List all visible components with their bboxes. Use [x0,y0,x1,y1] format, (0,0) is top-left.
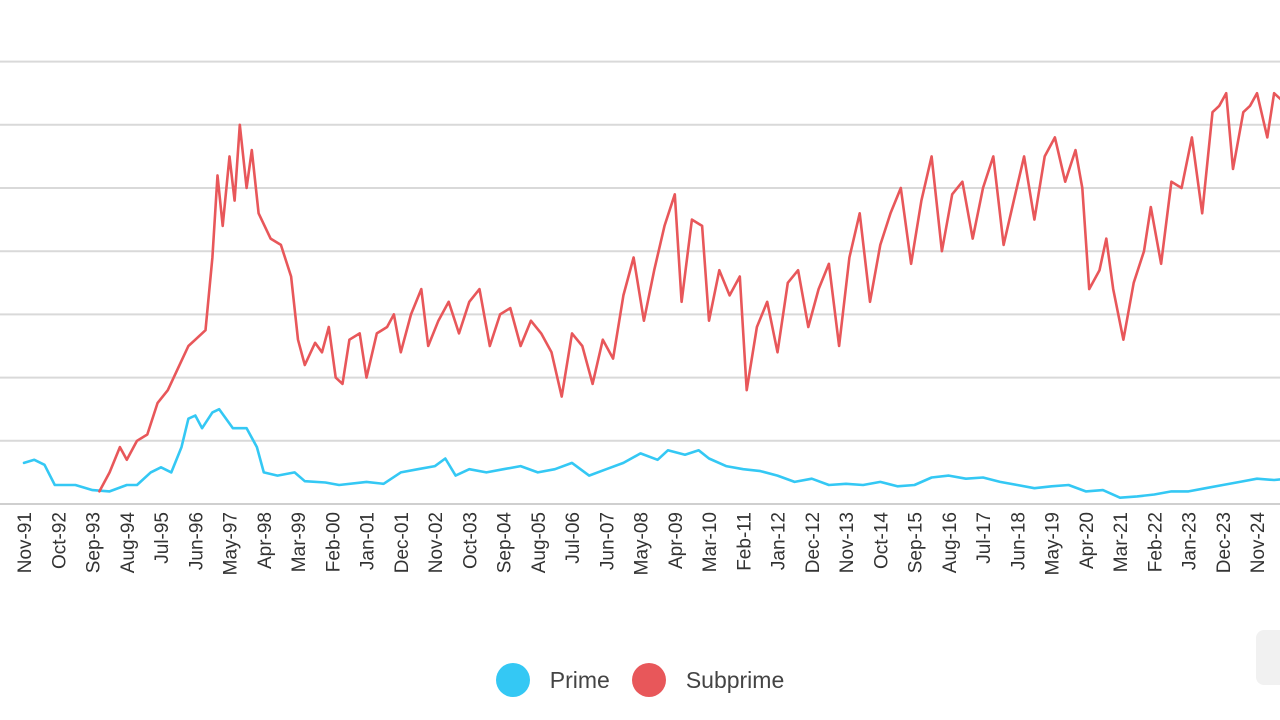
x-tick-label: Jan-23 [1180,512,1201,570]
x-tick-label: Aug-05 [529,512,550,573]
x-tick-label: Mar-99 [289,512,310,572]
x-tick-label: Apr-98 [255,512,276,569]
legend-item-subprime[interactable]: Subprime [631,663,785,697]
x-tick-label: Sep-93 [84,512,105,573]
x-axis-ticks: Nov-91 Oct-92 Sep-93 Aug-94 Jul-95 Jun-96 May-… [15,512,1269,576]
series-line-prime [22,407,1280,499]
x-tick-label: Mar-21 [1111,512,1132,572]
x-tick-label: Jun-96 [186,512,207,570]
legend-swatch-prime [495,663,530,697]
legend-label-prime: Prime [549,666,610,693]
legend-swatch-subprime [631,663,666,697]
x-tick-label: May-19 [1043,512,1064,575]
x-tick-label: Oct-92 [49,512,70,569]
legend-item-prime[interactable]: Prime [495,663,610,697]
x-tick-label: Aug-94 [118,512,139,574]
x-tick-label: Feb-22 [1145,512,1166,572]
x-tick-label: Oct-14 [871,512,892,569]
x-tick-label: Sep-15 [906,512,927,573]
x-tick-label: Jul-95 [152,512,173,564]
x-tick-label: Jun-07 [597,512,618,570]
x-tick-label: Mar-10 [700,512,721,572]
x-tick-label: Oct-03 [460,512,481,569]
x-tick-label: Jan-12 [769,512,790,570]
x-tick-label: Feb-00 [323,512,344,572]
x-tick-label: Apr-20 [1077,512,1098,569]
series-line-subprime [98,91,1280,493]
x-tick-label: Nov-91 [15,512,36,573]
x-tick-label: Dec-12 [803,512,824,573]
x-tick-label: May-08 [632,512,653,575]
x-tick-label: Nov-24 [1248,512,1269,574]
x-tick-label: Apr-09 [666,512,687,569]
x-tick-label: Feb-11 [734,512,755,571]
x-tick-label: Jun-18 [1008,512,1029,570]
x-tick-label: Nov-13 [837,512,858,573]
side-panel-tab[interactable] [1256,630,1280,685]
x-tick-label: Jul-17 [974,512,995,564]
x-tick-label: Sep-04 [495,512,516,574]
x-tick-label: May-97 [221,512,242,575]
x-tick-label: Nov-02 [426,512,447,573]
x-tick-label: Dec-23 [1214,512,1235,573]
legend-label-subprime: Subprime [685,666,785,693]
chart-legend: Prime Subprime [0,660,1280,700]
chart-series [22,91,1280,499]
x-tick-label: Jan-01 [358,512,379,570]
line-chart: Nov-91 Oct-92 Sep-93 Aug-94 Jul-95 Jun-96 May-… [0,60,1280,576]
x-tick-label: Jul-06 [563,512,584,564]
x-tick-label: Aug-16 [940,512,961,573]
x-tick-label: Dec-01 [392,512,413,573]
